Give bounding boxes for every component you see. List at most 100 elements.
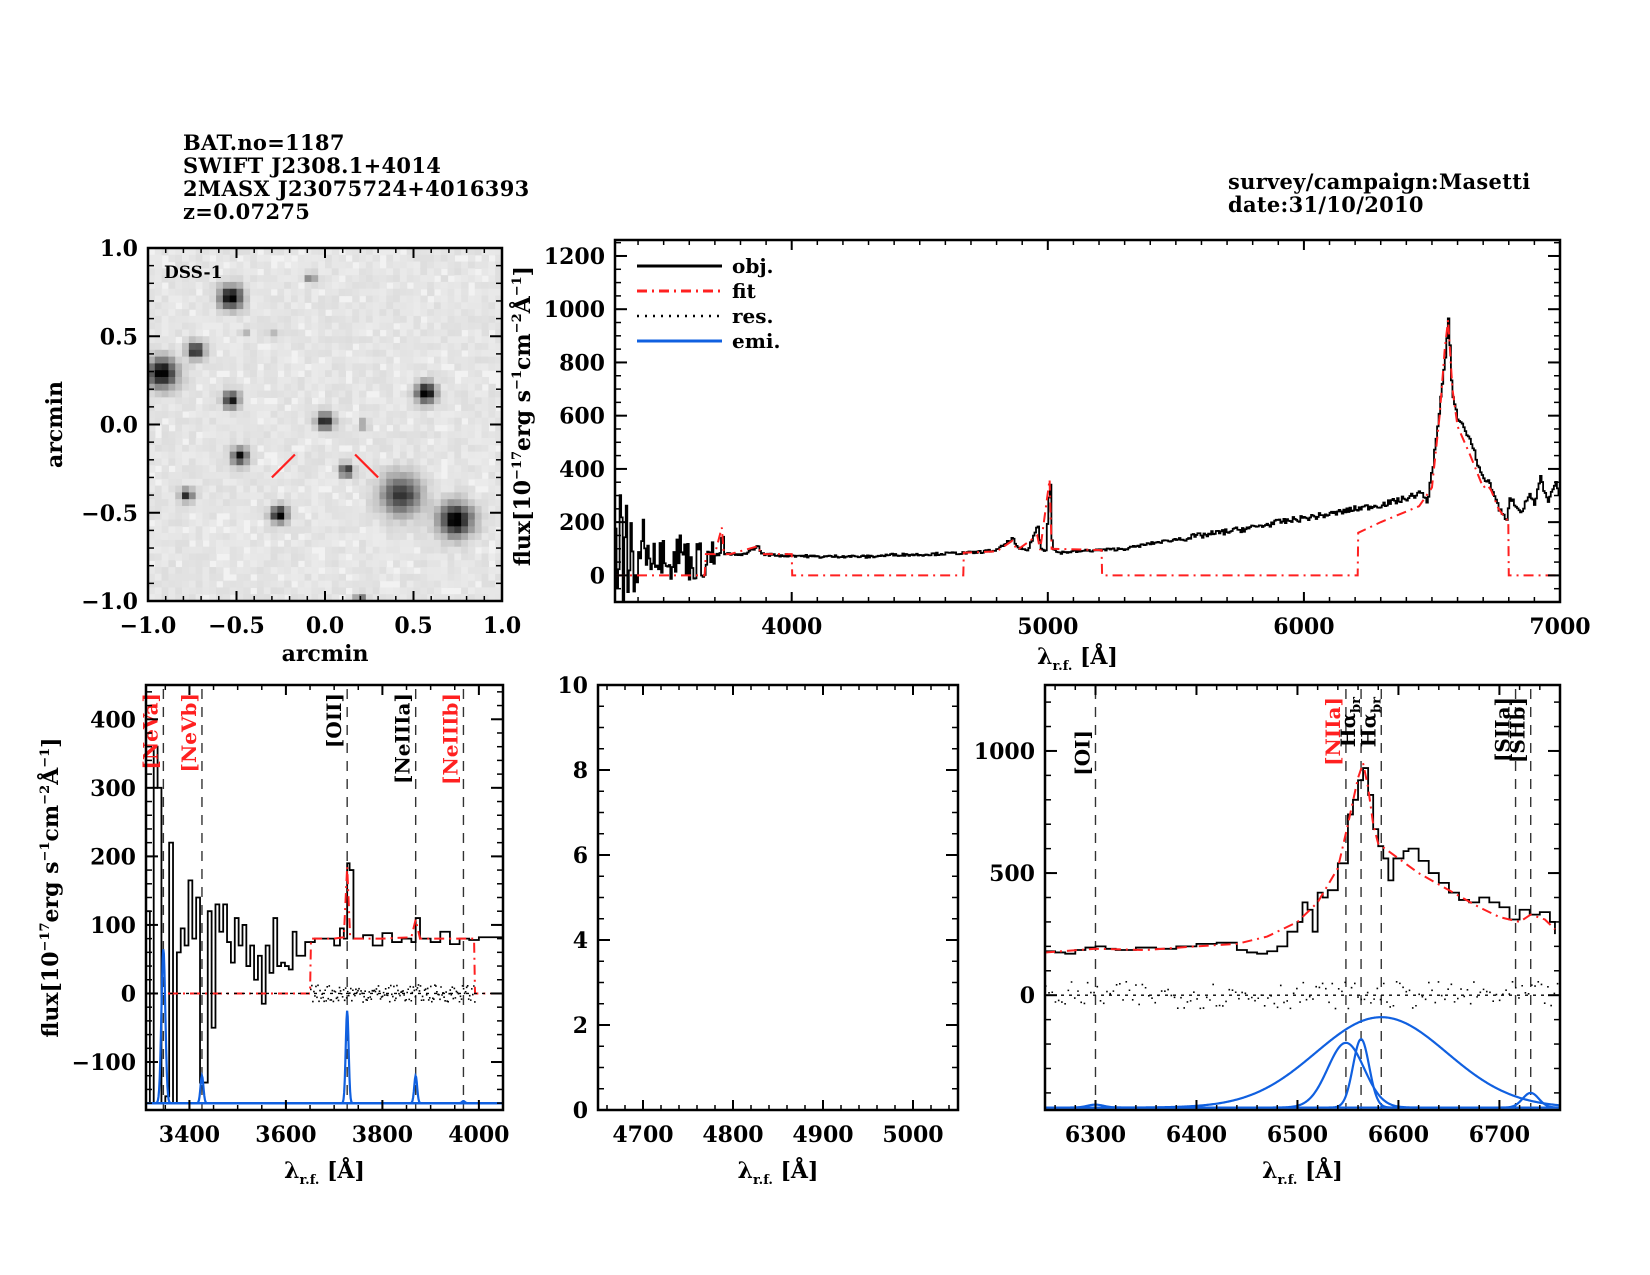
pixel <box>229 376 238 385</box>
pixel <box>243 478 251 487</box>
pixel <box>250 322 258 331</box>
pixel <box>148 404 156 412</box>
pixel <box>168 472 176 480</box>
pixel <box>202 438 210 446</box>
pixel <box>222 485 231 493</box>
pixel <box>202 492 210 500</box>
pixel <box>243 336 251 344</box>
pixel <box>318 309 326 317</box>
pixel <box>263 587 272 595</box>
pixel <box>406 465 415 473</box>
y-tick-label: 500 <box>989 861 1035 887</box>
pixel <box>495 451 502 460</box>
pixel <box>474 370 483 378</box>
pixel <box>284 472 292 480</box>
pixel <box>277 451 285 460</box>
pixel <box>413 275 421 283</box>
pixel <box>243 499 251 507</box>
pixel <box>229 370 238 378</box>
pixel <box>222 594 231 601</box>
pixel <box>243 539 251 548</box>
pixel <box>359 397 367 405</box>
pixel <box>243 383 251 392</box>
pixel <box>161 322 170 331</box>
pixel <box>399 533 408 541</box>
pixel <box>290 438 299 446</box>
pixel <box>216 410 224 419</box>
pixel <box>277 580 285 589</box>
pixel <box>365 485 374 493</box>
pixel <box>447 472 455 480</box>
pixel <box>359 465 367 473</box>
pixel <box>270 526 278 534</box>
pixel <box>277 438 285 446</box>
pixel <box>311 539 319 548</box>
pixel <box>427 465 435 473</box>
pixel <box>461 376 469 385</box>
pixel <box>495 465 502 473</box>
pixel <box>311 451 319 460</box>
pixel <box>345 567 353 575</box>
pixel <box>182 404 190 412</box>
pixel <box>168 383 176 392</box>
pixel <box>481 315 489 324</box>
pixel <box>495 512 502 521</box>
pixel <box>454 322 462 331</box>
pixel <box>440 322 449 331</box>
pixel <box>331 573 340 582</box>
pixel <box>488 343 496 351</box>
pixel <box>290 295 299 303</box>
pixel <box>379 465 387 473</box>
pixel <box>182 539 190 548</box>
pixel <box>318 512 326 521</box>
pixel <box>290 390 299 398</box>
pixel <box>331 519 340 527</box>
pixel <box>495 343 502 351</box>
pixel <box>433 329 442 337</box>
pixel <box>481 526 489 534</box>
pixel <box>270 560 278 568</box>
pixel <box>399 458 408 466</box>
pixel <box>325 254 333 263</box>
pixel <box>202 505 210 514</box>
pixel <box>216 315 224 324</box>
pixel <box>161 526 170 534</box>
pixel <box>263 512 272 521</box>
pixel <box>352 410 360 419</box>
pixel <box>209 356 217 365</box>
pixel <box>495 505 502 514</box>
pixel <box>447 431 455 439</box>
pixel <box>182 383 190 392</box>
pixel <box>433 376 442 385</box>
pixel <box>372 478 381 487</box>
pixel <box>433 465 442 473</box>
pixel <box>304 472 312 480</box>
pixel <box>406 519 415 527</box>
pixel <box>461 302 469 310</box>
pixel <box>250 560 258 568</box>
pixel <box>406 268 415 276</box>
pixel <box>461 505 469 514</box>
pixel <box>406 410 415 419</box>
fit-series <box>615 319 1560 577</box>
pixel <box>345 268 353 276</box>
pixel <box>175 281 183 290</box>
pixel <box>345 526 353 534</box>
pixel <box>474 410 483 419</box>
pixel <box>263 458 272 466</box>
pixel <box>256 349 265 358</box>
pixel <box>195 451 204 460</box>
pixel <box>209 248 217 256</box>
pixel <box>284 526 292 534</box>
pixel <box>290 288 299 297</box>
pixel <box>154 383 163 392</box>
pixel <box>202 458 210 466</box>
pixel <box>304 533 312 541</box>
pixel <box>495 472 502 480</box>
pixel <box>352 295 360 303</box>
pixel <box>270 322 278 331</box>
pixel <box>168 268 176 276</box>
pixel <box>236 376 244 385</box>
pixel <box>263 472 272 480</box>
x-tick-label: 3800 <box>352 1122 413 1148</box>
